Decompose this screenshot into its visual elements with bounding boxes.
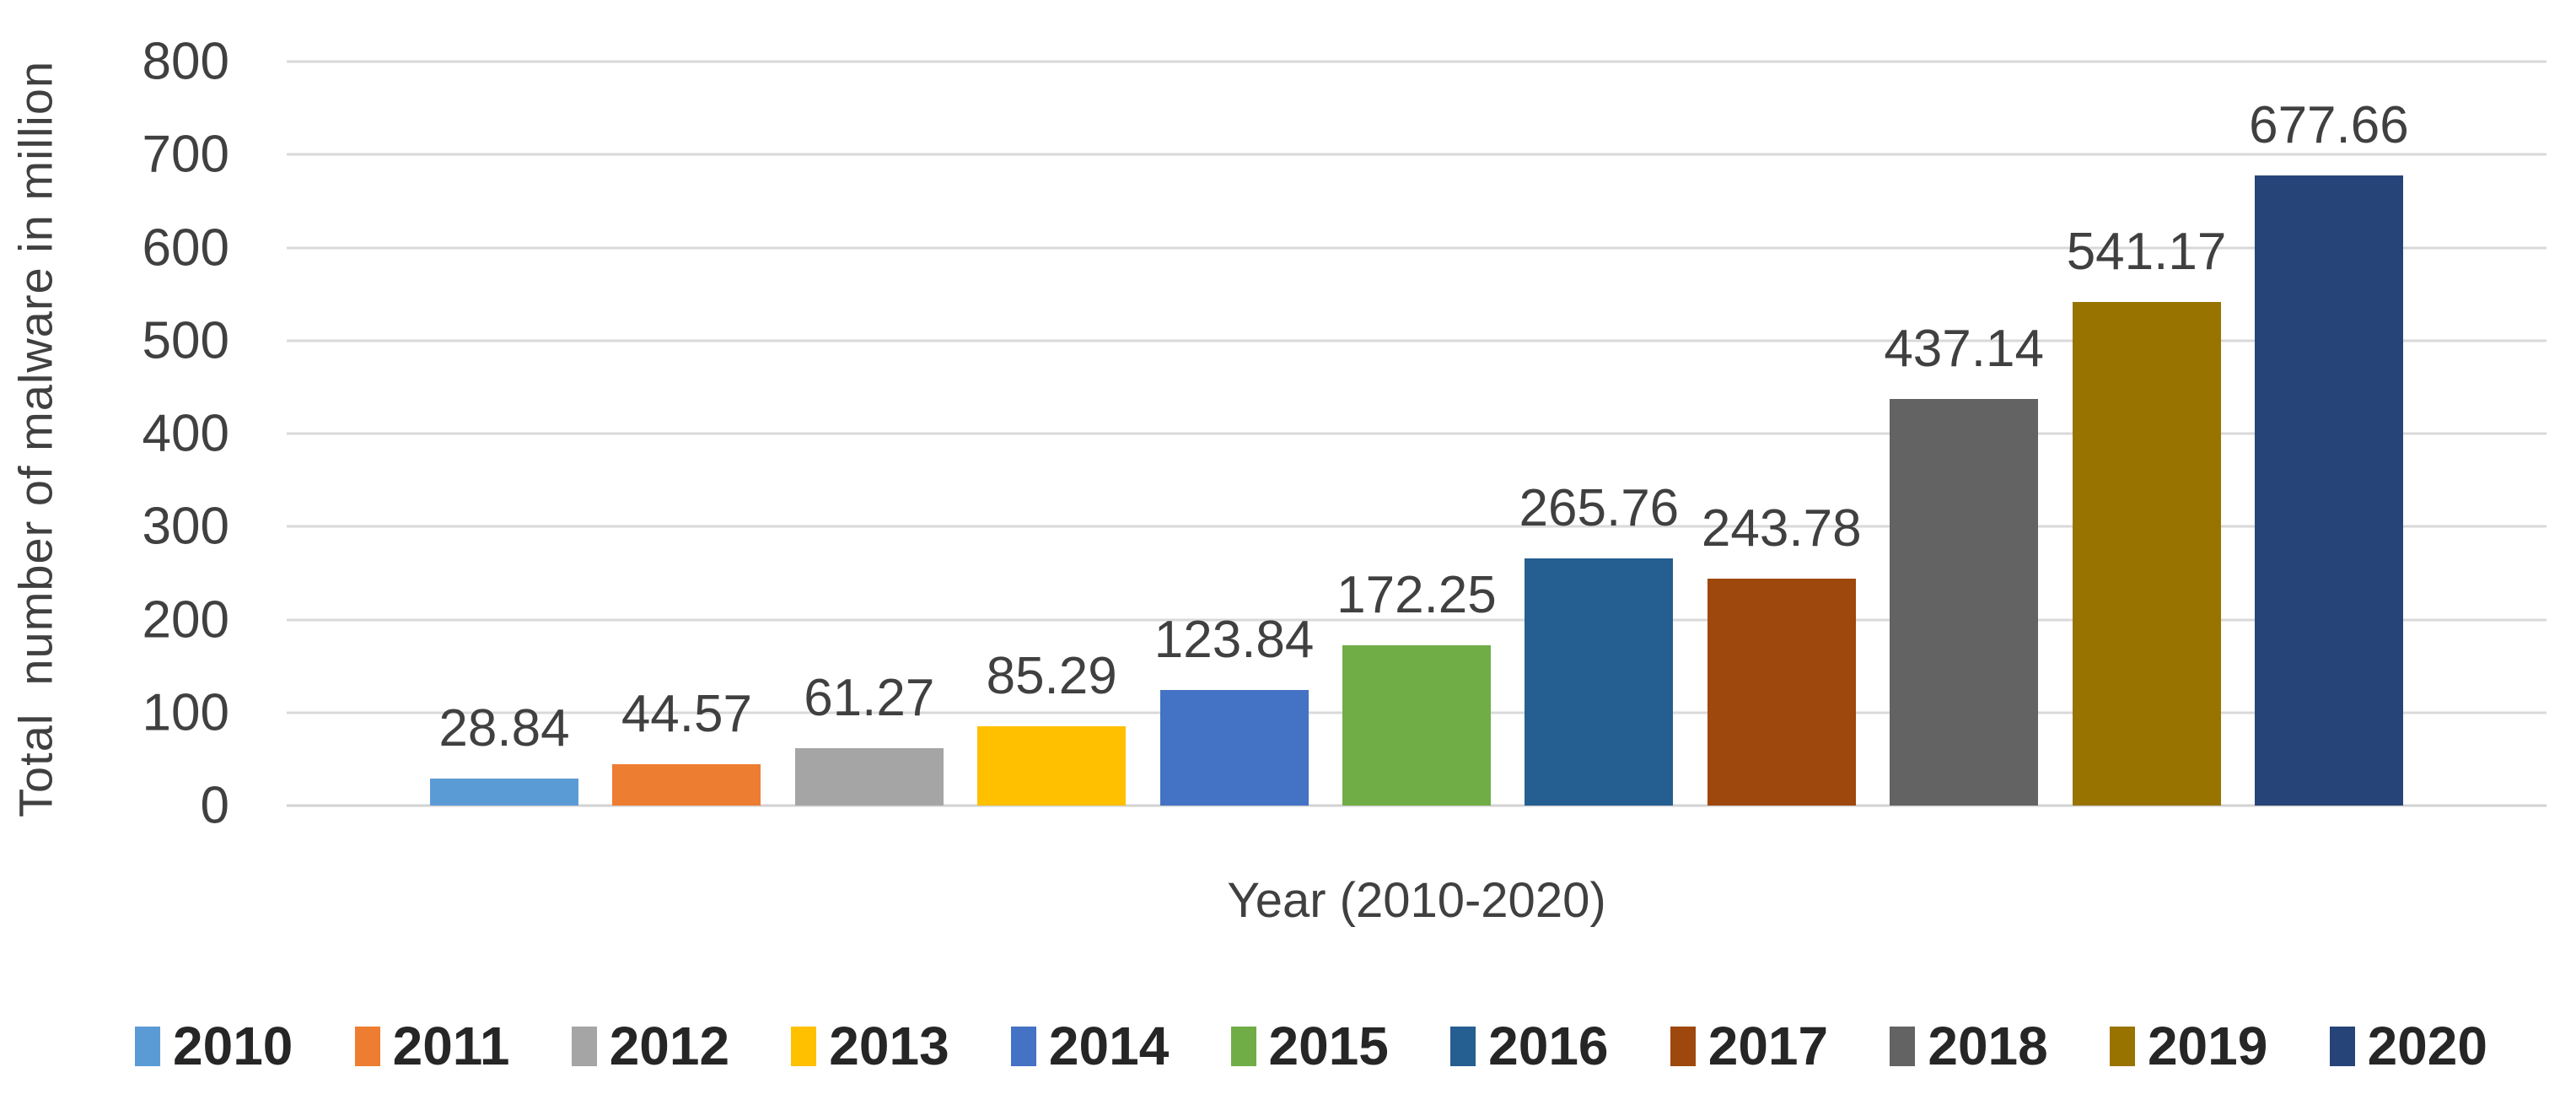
bar-value-label-2016: 265.76	[1519, 479, 1680, 537]
legend-item-2018: 2018	[1890, 1015, 2048, 1077]
gridline-800	[287, 60, 2546, 63]
bar-value-label-2020: 677.66	[2249, 95, 2409, 154]
legend-swatch-2011	[354, 1026, 380, 1066]
x-axis-title: Year (2010-2020)	[1227, 872, 1606, 928]
bar-2012	[794, 748, 944, 806]
bar-value-label-2012: 61.27	[804, 669, 935, 728]
y-tick-label-0: 0	[200, 776, 229, 835]
gridline-600	[287, 246, 2546, 249]
y-tick-label-500: 500	[142, 311, 229, 370]
legend-label-2011: 2011	[392, 1016, 510, 1076]
legend-swatch-2013	[791, 1026, 817, 1066]
bar-value-label-2017: 243.78	[1701, 499, 1862, 558]
legend-swatch-2010	[135, 1026, 160, 1066]
bar-slot-2013: 85.29	[977, 62, 1127, 806]
legend-label-2019: 2019	[2147, 1016, 2268, 1076]
bar-2018	[1890, 399, 2039, 806]
bar-2010	[430, 779, 578, 806]
gridline-500	[287, 339, 2546, 342]
legend-label-2013: 2013	[829, 1016, 949, 1076]
bar-slot-2019: 541.17	[2067, 62, 2226, 806]
gridline-200	[287, 618, 2546, 621]
gridline-300	[287, 525, 2546, 528]
gridline-400	[287, 432, 2546, 435]
y-tick-label-100: 100	[142, 683, 229, 742]
legend-item-2017: 2017	[1670, 1015, 1828, 1077]
y-axis-ticks: 0 100 200 300 400 500 600 700 800	[143, 33, 2546, 835]
bar-value-label-2018: 437.14	[1884, 320, 2044, 379]
legend-label-2018: 2018	[1928, 1016, 2048, 1076]
bar-2011	[612, 763, 761, 806]
bar-value-label-2014: 123.84	[1154, 611, 1315, 670]
legend-item-2019: 2019	[2109, 1015, 2268, 1077]
legend-label-2020: 2020	[2367, 1016, 2487, 1076]
gridline-700	[287, 153, 2546, 156]
bar-slot-2010: 28.84	[430, 62, 578, 806]
legend-swatch-2015	[1230, 1026, 1256, 1066]
bar-value-label-2011: 44.57	[621, 684, 752, 743]
y-tick-label-300: 300	[142, 497, 229, 556]
legend-item-2020: 2020	[2329, 1015, 2487, 1077]
bar-2017	[1707, 579, 1856, 806]
legend-item-2016: 2016	[1450, 1015, 1609, 1077]
legend-item-2010: 2010	[135, 1015, 293, 1077]
legend-label-2012: 2012	[609, 1016, 730, 1076]
y-tick-label-700: 700	[142, 125, 229, 184]
y-tick-label-400: 400	[142, 404, 229, 463]
legend-swatch-2014	[1010, 1026, 1036, 1066]
gridline-0	[287, 804, 2546, 807]
legend-label-2015: 2015	[1268, 1016, 1389, 1076]
legend-swatch-2019	[2109, 1026, 2135, 1066]
bar-slot-2014: 123.84	[1154, 62, 1314, 806]
y-axis-title: Total number of malware in million	[8, 60, 62, 817]
legend-swatch-2018	[1890, 1026, 1916, 1066]
bar-2019	[2072, 302, 2221, 806]
legend-item-2013: 2013	[791, 1015, 949, 1077]
y-tick-label-600: 600	[142, 218, 229, 277]
bar-2016	[1525, 558, 1674, 806]
bar-value-label-2013: 85.29	[986, 646, 1117, 705]
legend-item-2015: 2015	[1230, 1015, 1389, 1077]
bar-slot-2012: 61.27	[794, 62, 944, 806]
bar-slot-2016: 265.76	[1519, 62, 1679, 806]
bar-2014	[1159, 690, 1309, 806]
bars-row: 28.84 44.57 61.27 85.29 123.84 172.25 265.76 24…	[287, 62, 2546, 806]
bar-2020	[2254, 175, 2403, 806]
bar-slot-2020: 677.66	[2249, 62, 2409, 806]
legend-label-2016: 2016	[1488, 1016, 1609, 1076]
legend-swatch-2017	[1670, 1026, 1696, 1066]
legend-swatch-2012	[571, 1026, 597, 1066]
bar-value-label-2019: 541.17	[2066, 223, 2227, 282]
bar-2013	[977, 725, 1127, 806]
legend-item-2011: 2011	[354, 1015, 510, 1077]
bar-value-label-2015: 172.25	[1336, 566, 1497, 625]
legend-label-2014: 2014	[1048, 1016, 1170, 1076]
bar-2015	[1342, 645, 1491, 806]
legend-label-2010: 2010	[173, 1016, 293, 1076]
legend: 2010 2011 2012 2013 2014 2015 2016 2017 2018 2019…	[135, 1012, 2487, 1080]
legend-label-2017: 2017	[1707, 1016, 1829, 1076]
y-tick-label-800: 800	[142, 32, 229, 91]
legend-item-2014: 2014	[1010, 1015, 1170, 1077]
legend-item-2012: 2012	[571, 1015, 730, 1077]
legend-swatch-2020	[2329, 1026, 2355, 1066]
legend-swatch-2016	[1450, 1026, 1476, 1066]
y-tick-label-200: 200	[142, 590, 229, 649]
bar-value-label-2010: 28.84	[438, 699, 570, 758]
bar-slot-2015: 172.25	[1336, 62, 1497, 806]
bar-slot-2017: 243.78	[1702, 62, 1862, 806]
bar-slot-2011: 44.57	[612, 62, 761, 806]
bar-slot-2018: 437.14	[1884, 62, 2044, 806]
plot-area: 0 100 200 300 400 500 600 700 800 28.84 44.57 61.2…	[143, 33, 2546, 835]
